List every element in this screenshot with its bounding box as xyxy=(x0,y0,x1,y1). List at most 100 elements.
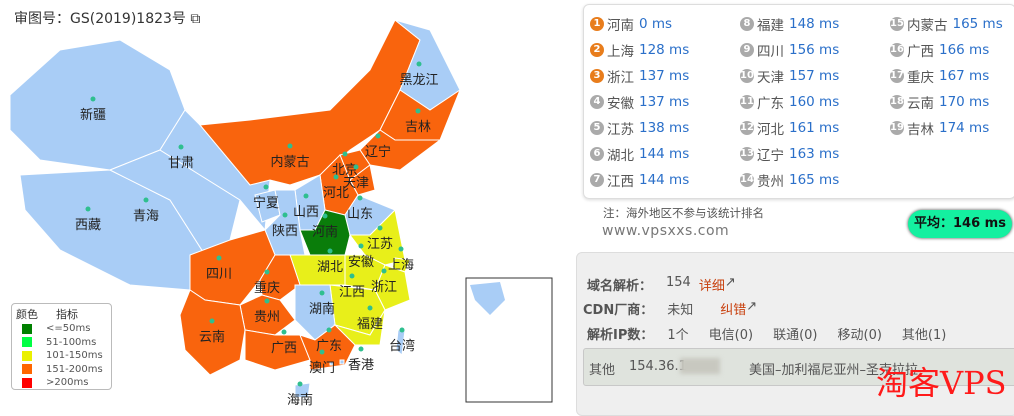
legend-swatch xyxy=(22,323,32,334)
legend-label: 101-150ms xyxy=(46,350,103,362)
province-dot xyxy=(264,298,270,304)
latency-value: 160 ms xyxy=(789,94,840,110)
province-广东[interactable] xyxy=(299,324,356,371)
province-dot xyxy=(216,255,222,261)
province-云南[interactable] xyxy=(179,289,246,376)
other-count[interactable]: 其他(1) xyxy=(901,328,947,343)
latency-value: 144 ms xyxy=(639,172,690,188)
province-name: 上海 xyxy=(607,44,634,60)
province-dot xyxy=(358,346,364,352)
rank-badge: 10 xyxy=(740,69,754,83)
province-dot xyxy=(209,318,215,324)
legend-label: <=50ms xyxy=(46,323,91,335)
province-label: 河南 xyxy=(312,224,338,240)
province-dot xyxy=(303,193,309,199)
province-label: 贵州 xyxy=(254,310,280,325)
site-url: www.vpsxxs.com xyxy=(602,223,730,239)
ranking-item: 7 江西 144 ms xyxy=(590,167,689,193)
mobile-count[interactable]: 移动(0) xyxy=(837,328,882,343)
province-label: 湖北 xyxy=(317,260,343,275)
province-label: 重庆 xyxy=(254,280,280,296)
province-name: 天津 xyxy=(757,70,784,86)
inset-land xyxy=(470,282,505,315)
cdn-label: CDN厂商： xyxy=(583,303,654,318)
ranking-panel: 1 河南 0 ms 2 上海 128 ms 3 浙江 137 ms 4 安徽 137 ms 5 江苏 138… xyxy=(583,4,1014,199)
watermark: 淘客VPS xyxy=(876,364,1007,402)
latency-value: 156 ms xyxy=(789,42,840,58)
province-name: 贵州 xyxy=(757,174,784,190)
note-text: 注：海外地区不参与该统计排名 xyxy=(603,206,764,220)
ranking-item: 1 河南 0 ms xyxy=(590,11,689,37)
rank-badge: 5 xyxy=(590,121,604,135)
ip-location: 美国–加利福尼亚州–圣克拉拉 xyxy=(749,363,919,378)
legend-item: >200ms xyxy=(12,376,111,390)
rank-badge: 4 xyxy=(590,95,604,109)
province-dot xyxy=(349,273,355,279)
external-link-icon: ⧉ xyxy=(190,11,201,27)
legend-swatch xyxy=(22,377,32,388)
province-dot xyxy=(333,174,339,180)
rank-badge: 1 xyxy=(590,17,604,31)
province-dot xyxy=(375,133,381,139)
province-label: 辽宁 xyxy=(365,144,391,160)
ranking-item: 18 云南 170 ms xyxy=(890,89,1003,115)
province-label: 西藏 xyxy=(75,218,101,233)
rank-badge: 12 xyxy=(740,121,754,135)
latency-value: 0 ms xyxy=(639,16,673,32)
latency-value: 157 ms xyxy=(789,68,840,84)
province-dot xyxy=(357,195,363,201)
telecom-count[interactable]: 电信(0) xyxy=(708,328,754,343)
province-香港[interactable] xyxy=(339,359,345,365)
legend-label: 151-200ms xyxy=(46,363,103,375)
ranking-item: 10 天津 157 ms xyxy=(740,63,839,89)
province-dot xyxy=(367,305,373,311)
province-dot xyxy=(85,206,91,212)
province-dot xyxy=(415,108,421,114)
latency-value: 144 ms xyxy=(639,146,690,162)
province-dot xyxy=(297,381,303,387)
ranking-item: 4 安徽 137 ms xyxy=(590,89,689,115)
province-澳门[interactable] xyxy=(329,361,334,366)
rank-badge: 15 xyxy=(890,17,904,31)
province-name: 福建 xyxy=(757,18,784,34)
province-dot xyxy=(326,327,332,333)
latency-value: 148 ms xyxy=(789,16,840,32)
ip-blur xyxy=(680,358,720,374)
province-dot xyxy=(319,290,325,296)
legend-item: 51-100ms xyxy=(12,336,111,350)
province-dot xyxy=(342,151,348,157)
province-dot xyxy=(327,248,333,254)
province-label: 吉林 xyxy=(405,120,431,135)
province-label: 天津 xyxy=(343,176,369,191)
province-label: 澳门 xyxy=(309,360,335,376)
ranking-item: 9 四川 156 ms xyxy=(740,37,839,63)
audit-number[interactable]: 审图号：GS(2019)1823号 ⧉ xyxy=(14,11,201,27)
latency-value: 128 ms xyxy=(639,42,690,58)
rank-badge: 14 xyxy=(740,173,754,187)
province-海南[interactable] xyxy=(294,382,311,399)
province-dot xyxy=(264,269,270,275)
province-name: 安徽 xyxy=(607,96,634,112)
latency-value: 161 ms xyxy=(789,120,840,136)
legend-label: 51-100ms xyxy=(46,336,97,348)
resolve-label: 域名解析： xyxy=(587,279,653,294)
average-badge: 平均：146 ms xyxy=(908,210,1012,238)
province-name: 四川 xyxy=(757,44,784,60)
province-dot xyxy=(178,144,184,150)
legend-swatch xyxy=(22,350,32,361)
unicom-count[interactable]: 联通(0) xyxy=(773,328,818,343)
detail-link[interactable]: 详细 xyxy=(698,279,725,294)
rank-badge: 19 xyxy=(890,121,904,135)
legend-label: >200ms xyxy=(46,377,89,389)
province-dot xyxy=(381,268,387,274)
province-dot xyxy=(398,246,404,252)
province-label: 黑龙江 xyxy=(399,73,438,88)
report-link[interactable]: 纠错 xyxy=(720,303,747,318)
province-name: 湖北 xyxy=(607,148,634,164)
province-label: 新疆 xyxy=(80,107,106,123)
rank-badge: 13 xyxy=(740,147,754,161)
province-dot xyxy=(353,164,359,170)
latency-value: 163 ms xyxy=(789,146,840,162)
province-label: 甘肃 xyxy=(168,156,194,171)
ranking-item: 11 广东 160 ms xyxy=(740,89,839,115)
